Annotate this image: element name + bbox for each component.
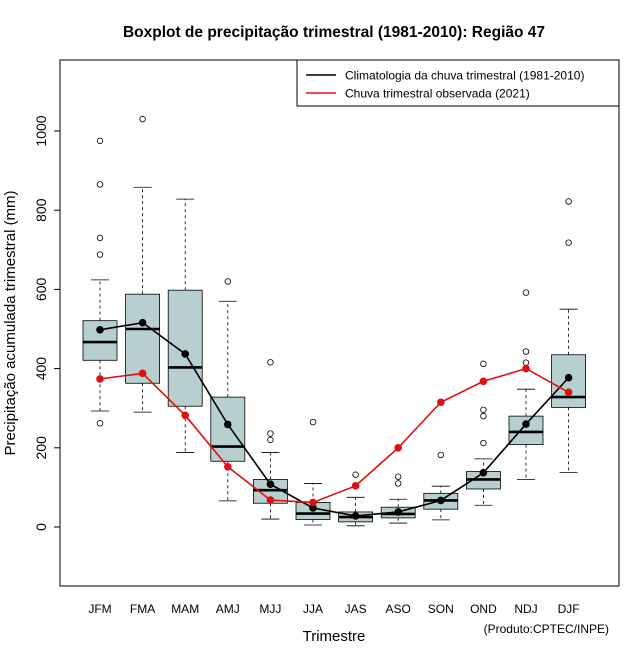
x-tick-label: AMJ	[216, 602, 240, 616]
box-djf	[551, 198, 586, 473]
series-point-observed	[224, 463, 232, 471]
y-axis-label: Precipitação acumulada trimestral (mm)	[2, 190, 19, 455]
x-tick-label: ASO	[386, 602, 411, 616]
credit-text: (Produto:CPTEC/INPE)	[484, 622, 609, 636]
y-tick-label: 200	[33, 436, 49, 460]
chart-title: Boxplot de precipitação trimestral (1981…	[123, 24, 545, 41]
outlier-point	[437, 451, 444, 459]
y-tick-label: 400	[33, 357, 49, 381]
y-tick-label: 1000	[33, 115, 49, 146]
x-tick-label: MAM	[171, 602, 199, 616]
legend-label-observed: Chuva trimestral observada (2021)	[345, 87, 530, 101]
y-tick-label: 800	[33, 198, 49, 222]
box-fma	[125, 115, 160, 413]
outlier-point	[96, 234, 104, 242]
outlier-point	[395, 473, 402, 480]
series-point-climatology	[522, 420, 530, 428]
legend-box	[296, 59, 620, 107]
series-point-observed	[266, 496, 275, 504]
axes-layer: 0 200 400 600 800 1000 JFM FMA MAM AMJ MJJ JJA JAS AS…	[33, 115, 580, 616]
legend: Climatologia da chuva trimestral (1981-2…	[296, 59, 620, 107]
series-point-observed	[181, 411, 189, 420]
series-line-observed	[99, 367, 569, 504]
series-point-observed	[351, 482, 360, 490]
outlier-point	[522, 359, 530, 366]
box-amj	[210, 278, 246, 502]
x-tick-label: JJA	[303, 602, 323, 616]
box-jfm	[82, 137, 118, 427]
series-point-climatology	[351, 512, 360, 520]
outlier-point	[267, 430, 274, 437]
outlier-point	[224, 278, 231, 285]
outlier-point	[395, 480, 402, 487]
series-line-climatology	[99, 321, 570, 517]
outlier-point	[522, 348, 530, 355]
series-point-observed	[309, 498, 317, 507]
outlier-point	[96, 181, 104, 188]
series-point-climatology	[564, 373, 573, 382]
outlier-point	[96, 251, 104, 258]
box-mam	[167, 198, 203, 453]
box-body	[125, 293, 160, 384]
series-point-observed	[394, 444, 403, 452]
series-point-climatology	[96, 325, 104, 334]
series-point-climatology	[181, 350, 189, 358]
outlier-point	[565, 198, 572, 205]
series-point-observed	[138, 369, 147, 378]
box-body	[167, 289, 203, 407]
outlier-point	[565, 239, 572, 246]
series-point-observed	[437, 398, 445, 407]
outlier-point	[96, 420, 104, 427]
series-point-observed	[479, 377, 488, 386]
outlier-point	[96, 137, 104, 145]
boxes-layer	[82, 115, 586, 527]
series-point-observed	[96, 375, 104, 383]
outlier-point	[352, 471, 359, 478]
box-mjj	[252, 359, 288, 520]
series-point-climatology	[394, 508, 403, 516]
outlier-point	[139, 115, 146, 123]
x-tick-label: NDJ	[514, 602, 537, 616]
outlier-point	[267, 359, 274, 366]
series-point-climatology	[224, 420, 232, 429]
x-tick-label: JFM	[88, 602, 111, 616]
outlier-point	[480, 439, 487, 447]
y-tick-label: 0	[33, 523, 49, 531]
box-ndj	[508, 289, 544, 480]
outlier-point	[522, 289, 530, 296]
x-tick-label: FMA	[130, 602, 155, 616]
series-point-climatology	[309, 504, 317, 512]
outlier-point	[267, 436, 274, 444]
legend-label-climatology: Climatologia da chuva trimestral (1981-2…	[345, 69, 584, 83]
x-axis-label: Trimestre	[303, 628, 366, 645]
box-son	[423, 451, 459, 521]
outlier-point	[309, 418, 317, 426]
outlier-point	[480, 360, 487, 368]
outlier-point	[480, 406, 487, 413]
series-point-climatology	[266, 480, 275, 489]
outlier-point	[480, 412, 487, 420]
x-tick-label: DJF	[558, 602, 580, 616]
series-point-observed	[564, 388, 573, 397]
series-layer	[96, 318, 573, 520]
series-observed	[96, 364, 573, 507]
series-point-climatology	[479, 468, 488, 477]
y-tick-label: 600	[33, 278, 49, 302]
series-point-climatology	[138, 318, 147, 327]
x-tick-label: SON	[428, 602, 454, 616]
box-body	[210, 396, 246, 462]
x-tick-label: OND	[470, 602, 497, 616]
x-tick-label: JAS	[345, 602, 367, 616]
series-point-observed	[522, 364, 530, 373]
series-climatology	[96, 318, 573, 520]
series-point-climatology	[437, 496, 445, 505]
x-tick-label: MJJ	[259, 602, 281, 616]
